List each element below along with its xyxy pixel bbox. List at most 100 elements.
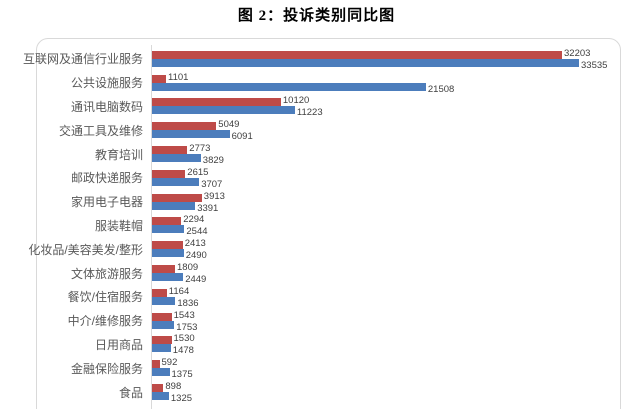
value-label-blue-series: 1836 — [177, 297, 199, 309]
bar-line-blue-series: 1375 — [152, 368, 620, 381]
value-label-red-series: 592 — [161, 357, 178, 369]
bar-line-blue-series: 3707 — [152, 177, 620, 190]
bar-blue-series — [152, 225, 185, 234]
bar-blue-series — [152, 130, 230, 139]
bar-blue-series — [152, 58, 579, 67]
value-label-red-series: 1101 — [168, 71, 189, 83]
value-label-blue-series: 3829 — [202, 155, 224, 167]
bar-line-red-series: 2413 — [152, 238, 620, 250]
bar-line-red-series: 2615 — [152, 166, 620, 178]
bar-red-series — [152, 193, 202, 202]
bar-red-series — [152, 312, 172, 321]
bar-line-red-series: 592 — [152, 357, 620, 369]
category-label: 邮政快递服务 — [70, 171, 143, 186]
value-label-blue-series: 3707 — [201, 178, 223, 190]
bar-group: 1101 21508 — [152, 71, 620, 95]
value-label-blue-series: 1375 — [171, 369, 193, 381]
value-label-red-series: 1809 — [177, 262, 199, 274]
category-label: 公共设施服务 — [70, 76, 143, 91]
bar-line-red-series: 2294 — [152, 214, 620, 226]
chart-row: 家用电子电器 3913 3391 — [37, 190, 620, 214]
category-label: 互联网及通信行业服务 — [22, 52, 143, 67]
bar-red-series — [152, 146, 188, 155]
bar-line-red-series: 5049 — [152, 119, 620, 131]
category-label: 餐饮/住宿服务 — [67, 290, 143, 305]
bar-line-blue-series: 2544 — [152, 225, 620, 238]
bar-line-blue-series: 6091 — [152, 130, 620, 142]
value-label-red-series: 2615 — [187, 166, 209, 178]
category-label: 通讯电脑数码 — [70, 99, 143, 114]
value-label-red-series: 2294 — [183, 214, 205, 226]
bar-blue-series — [152, 106, 295, 115]
bar-line-blue-series: 3829 — [152, 154, 620, 167]
bar-line-blue-series: 11223 — [152, 106, 620, 118]
value-label-blue-series: 2490 — [185, 250, 207, 262]
chart-row: 金融保险服务 592 1375 — [37, 356, 620, 380]
bar-red-series — [152, 384, 164, 393]
bar-line-red-series: 1101 — [152, 71, 620, 83]
chart-row: 中介/维修服务 1543 1753 — [37, 309, 620, 333]
bar-line-blue-series: 3391 — [152, 201, 620, 214]
bar-blue-series — [152, 273, 184, 282]
bar-line-blue-series: 33535 — [152, 58, 620, 71]
chart-row: 化妆品/美容美发/整形 2413 2490 — [28, 237, 620, 262]
category-label: 化妆品/美容美发/整形 — [28, 242, 143, 257]
bar-group: 2615 3707 — [152, 166, 620, 190]
bar-line-blue-series: 1478 — [152, 344, 620, 356]
chart-row: 日用商品 1530 1478 — [37, 333, 620, 357]
bar-line-red-series: 1809 — [152, 262, 620, 274]
category-label: 食品 — [118, 385, 143, 400]
bar-line-red-series: 32203 — [152, 47, 620, 59]
value-label-red-series: 32203 — [564, 47, 591, 59]
bar-blue-series — [152, 154, 201, 163]
value-label-red-series: 3913 — [203, 190, 225, 202]
value-label-blue-series: 1325 — [170, 393, 193, 405]
value-label-blue-series: 21508 — [427, 83, 455, 95]
value-label-blue-series: 2449 — [185, 274, 207, 286]
chart-row: 通讯电脑数码 10120 11223 — [37, 95, 620, 119]
bar-blue-series — [152, 296, 176, 305]
value-label-red-series: 2413 — [184, 238, 206, 250]
bar-line-blue-series: 21508 — [152, 82, 620, 95]
bar-group: 10120 11223 — [152, 95, 620, 118]
bar-line-blue-series: 2449 — [152, 273, 620, 286]
category-axis-line — [151, 45, 152, 409]
value-label-red-series: 5049 — [218, 119, 240, 131]
value-label-blue-series: 3391 — [197, 202, 219, 214]
bar-blue-series — [152, 320, 175, 329]
bar-red-series — [152, 336, 172, 345]
value-label-blue-series: 33535 — [581, 59, 608, 71]
bar-group: 592 1375 — [152, 357, 620, 381]
chart-row: 互联网及通信行业服务 32203 33535 — [22, 47, 620, 71]
plot-rows: 互联网及通信行业服务 32203 33535 公共设施服务 1101 21508 通讯电脑数… — [22, 47, 620, 404]
chart-row: 公共设施服务 1101 21508 — [37, 71, 620, 95]
value-label-red-series: 1530 — [173, 333, 195, 345]
bar-line-red-series: 898 — [152, 382, 620, 393]
bar-line-blue-series: 2490 — [152, 249, 620, 262]
bar-group: 2773 3829 — [152, 143, 620, 167]
bar-group: 2413 2490 — [152, 238, 620, 262]
bar-group: 1164 1836 — [152, 285, 620, 309]
bar-line-red-series: 3913 — [152, 190, 620, 202]
bar-red-series — [152, 74, 166, 83]
category-label: 日用商品 — [94, 337, 143, 352]
bar-line-red-series: 1530 — [152, 333, 620, 345]
value-label-red-series: 2773 — [189, 143, 211, 155]
value-label-blue-series: 2544 — [186, 226, 208, 238]
chart-row: 食品 898 1325 — [37, 380, 620, 404]
bar-blue-series — [152, 201, 196, 210]
value-label-red-series: 10120 — [282, 95, 310, 107]
value-label-red-series: 1164 — [168, 285, 190, 297]
value-label-red-series: 1543 — [173, 309, 195, 321]
bar-blue-series — [152, 368, 170, 377]
bar-red-series — [152, 265, 175, 274]
bar-group: 1809 2449 — [152, 262, 620, 286]
category-label: 教育培训 — [94, 147, 143, 162]
bar-red-series — [152, 169, 186, 178]
bar-red-series — [152, 122, 217, 131]
bar-group: 5049 6091 — [152, 119, 620, 142]
chart-row: 邮政快递服务 2615 3707 — [37, 166, 620, 190]
chart-row: 交通工具及维修 5049 6091 — [37, 118, 620, 142]
bar-red-series — [152, 98, 281, 107]
bar-line-red-series: 1164 — [152, 285, 620, 297]
